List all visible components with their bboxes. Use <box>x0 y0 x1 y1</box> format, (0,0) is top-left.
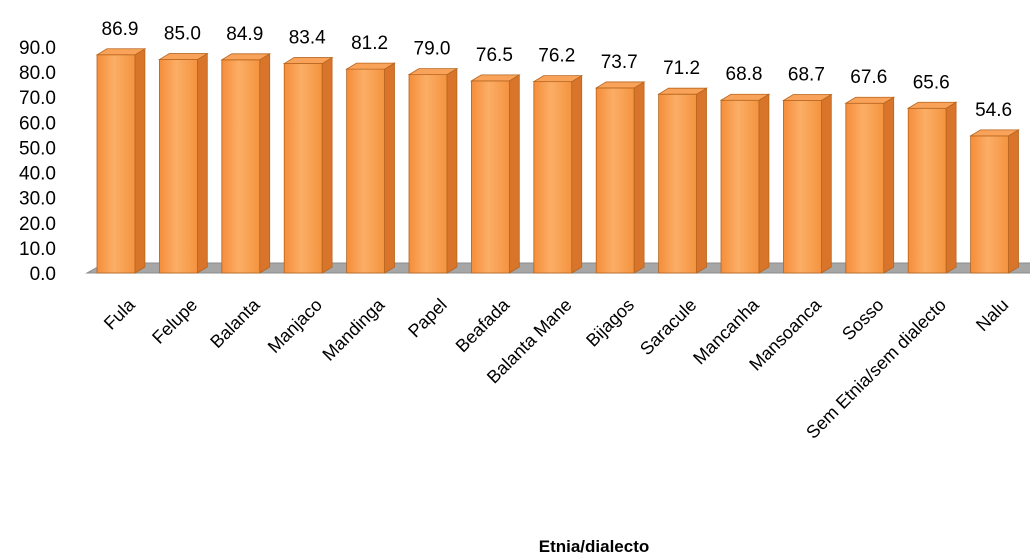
data-label: 79.0 <box>414 39 451 60</box>
bar <box>532 74 584 274</box>
bar <box>781 93 833 274</box>
bar-side <box>196 52 208 274</box>
bar <box>469 74 521 274</box>
bar-front <box>907 107 947 274</box>
bar-side <box>821 93 832 274</box>
y-tick-label: 90.0 <box>19 38 56 59</box>
x-tick-label: Manjaco <box>264 295 326 357</box>
bar-side <box>758 93 770 274</box>
x-tick-label: Fula <box>100 294 140 334</box>
bar-side <box>696 87 707 274</box>
bar-top <box>157 53 209 60</box>
bar-top <box>719 93 771 101</box>
bar-front <box>970 135 1009 274</box>
y-tick-label: 20.0 <box>19 214 56 235</box>
bar <box>345 62 396 274</box>
bar-side <box>1008 129 1019 274</box>
x-axis-title: Etnia/dialecto <box>539 537 650 556</box>
data-label: 54.6 <box>975 100 1012 121</box>
data-label: 76.2 <box>538 46 575 67</box>
data-label: 67.6 <box>850 67 887 88</box>
bar-side <box>945 101 957 274</box>
y-tick-label: 30.0 <box>19 189 56 210</box>
data-label: 84.9 <box>226 24 263 45</box>
y-tick-label: 40.0 <box>19 164 56 185</box>
data-label: 68.8 <box>726 64 763 85</box>
data-label: 73.7 <box>601 52 638 73</box>
x-tick-label: Felupe <box>148 295 201 348</box>
data-label: 86.9 <box>102 19 139 40</box>
bar-front <box>720 99 760 274</box>
bar-front <box>346 68 386 274</box>
y-tick-label: 80.0 <box>19 63 56 84</box>
bar <box>719 93 771 274</box>
bar-top <box>95 48 147 56</box>
bar-side <box>633 81 645 274</box>
bar-front <box>221 59 261 274</box>
y-tick-label: 60.0 <box>19 113 56 134</box>
bar-front <box>533 81 573 274</box>
bar-top <box>469 74 521 82</box>
bar-top <box>844 96 896 104</box>
x-tick-label: Beafada <box>452 294 514 356</box>
data-label: 85.0 <box>164 24 201 45</box>
bar-side <box>259 53 271 274</box>
bar-side <box>134 48 146 274</box>
bar <box>157 52 209 274</box>
bar <box>906 101 958 274</box>
bar-top <box>532 75 584 83</box>
x-tick-label: Mandinga <box>318 294 389 365</box>
bar-side <box>321 56 333 274</box>
bar-front <box>595 87 635 274</box>
bar-side <box>571 74 583 274</box>
bar <box>969 129 1020 274</box>
bar <box>95 48 147 274</box>
bar-front <box>845 102 885 274</box>
bar <box>594 81 646 274</box>
bar-side <box>446 67 458 274</box>
data-label: 65.6 <box>913 72 950 93</box>
x-tick-label: Balanta <box>206 294 264 352</box>
x-tick-label: Bijagos <box>582 295 638 351</box>
bar-side <box>508 74 520 274</box>
bar-front <box>470 80 510 274</box>
bar-front <box>783 100 822 274</box>
x-tick-label: Sosso <box>838 295 888 345</box>
bar <box>844 96 896 274</box>
bar-top <box>345 62 396 70</box>
x-tick-label: Saracule <box>636 295 700 359</box>
bar-top <box>906 101 958 109</box>
bar-front <box>283 63 323 274</box>
bar-top <box>282 57 334 64</box>
bar-front <box>158 59 198 274</box>
bar-top <box>594 81 646 89</box>
x-tick-label: Papel <box>404 295 451 342</box>
bar <box>407 67 459 274</box>
data-label: 76.5 <box>476 45 513 66</box>
data-label: 81.2 <box>351 33 388 54</box>
bar <box>220 53 272 274</box>
bar-top <box>220 53 272 61</box>
bar-front <box>658 93 697 274</box>
y-tick-label: 50.0 <box>19 138 56 159</box>
bar-top <box>407 68 459 76</box>
bar-top <box>969 129 1020 137</box>
y-tick-label: 10.0 <box>19 239 56 260</box>
x-tick-label: Nalu <box>972 295 1012 335</box>
data-label: 68.7 <box>788 64 825 85</box>
bar-side <box>883 96 895 274</box>
bar-top <box>657 87 708 95</box>
bar-front <box>96 54 136 274</box>
bar <box>657 87 708 274</box>
y-tick-label: 70.0 <box>19 88 56 109</box>
bar-side <box>384 62 395 274</box>
data-label: 83.4 <box>289 28 326 49</box>
bar-top <box>781 94 833 101</box>
y-tick-label: 0.0 <box>30 264 56 285</box>
bar-front <box>408 74 448 274</box>
data-label: 71.2 <box>663 58 700 79</box>
bar <box>282 56 334 274</box>
